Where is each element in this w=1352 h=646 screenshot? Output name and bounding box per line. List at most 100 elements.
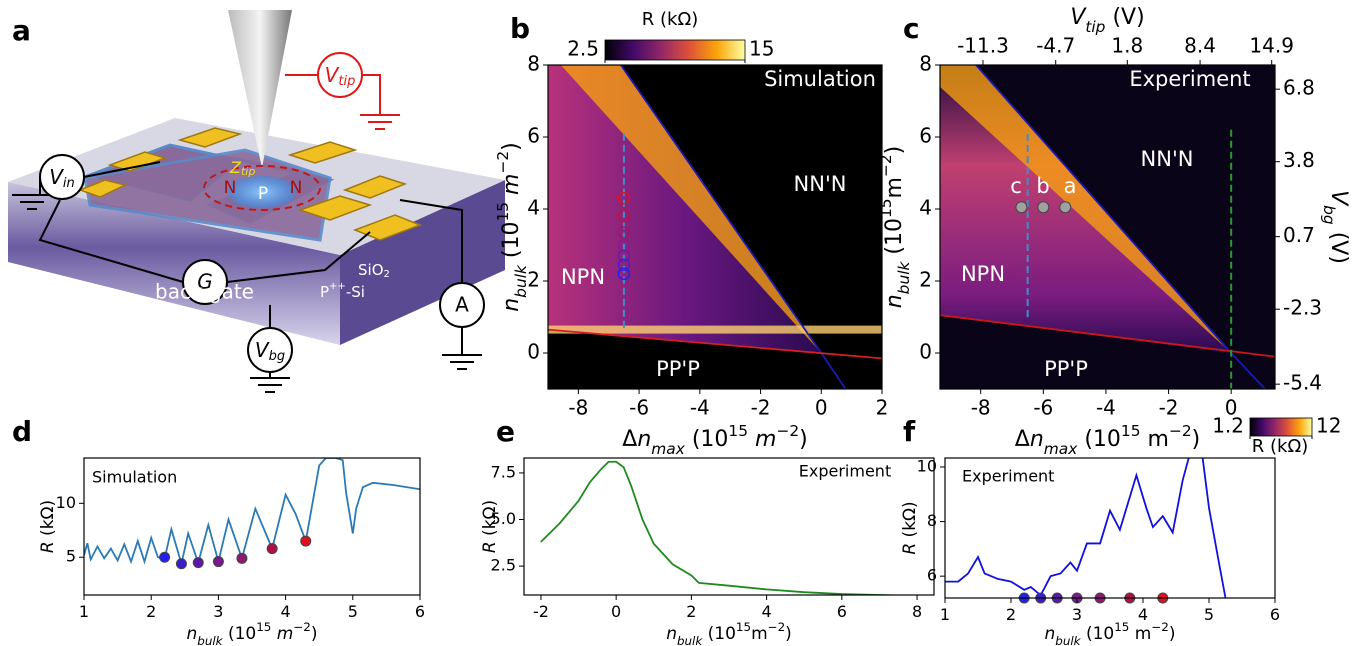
data-point: [1038, 202, 1049, 213]
label-part: Δ: [622, 427, 637, 452]
x-tick-label: 2: [1006, 605, 1016, 624]
x-tick-label: -6: [629, 396, 649, 420]
data-point: [237, 553, 247, 563]
x-tick-label: -2: [751, 396, 771, 420]
label-part: n: [186, 624, 197, 644]
y2-axis-label: Vbg (V): [1321, 190, 1352, 264]
label-part: m: [882, 177, 907, 198]
y-axis-label: R (kΩ): [38, 500, 58, 553]
label-part: ): [799, 427, 808, 452]
x2-tick-label: 14.9: [1249, 34, 1294, 58]
x-tick-label: 6: [837, 602, 847, 621]
annotation: Experiment: [799, 462, 891, 481]
label-part: (V): [1105, 5, 1144, 30]
back-gate-label: back gate: [155, 280, 254, 304]
label-part: bulk: [895, 261, 913, 295]
label-part: 15: [736, 620, 751, 634]
annotation: Simulation: [92, 468, 177, 487]
y-tick-label: 7.5: [491, 462, 516, 481]
label-part: 15: [494, 202, 512, 222]
annotation: b: [1036, 174, 1049, 198]
label-part: −2: [1151, 620, 1169, 634]
y-tick-label: 2: [919, 268, 932, 292]
label-part: Δ: [1015, 427, 1030, 452]
label-part: R: [900, 543, 920, 555]
x-axis-label: nbulk (1015 m−2): [1044, 620, 1175, 646]
colorbar-tick-label: 1.2: [1212, 414, 1244, 438]
x-tick-label: 2: [146, 602, 156, 621]
data-point: [1016, 202, 1027, 213]
data-point: [193, 558, 203, 568]
label-part: (10: [882, 218, 907, 262]
annotation: Experiment: [1129, 67, 1250, 91]
x-tick-label: 4: [281, 602, 291, 621]
y2-tick-label: -5.4: [1283, 371, 1322, 395]
x2-axis-label: Vtip (V): [1070, 5, 1144, 36]
x-tick-label: 6: [1270, 605, 1280, 624]
label-part: bulk: [512, 264, 530, 298]
y-tick-label: 8: [919, 52, 932, 76]
label-part: R: [480, 541, 500, 553]
label-part: ): [311, 624, 318, 644]
x-tick-label: 0: [815, 396, 828, 420]
label-part: bulk: [1055, 634, 1081, 646]
panel-label: e: [496, 415, 515, 448]
y-axis-label: R (kΩ): [900, 501, 920, 554]
x2-tick-label: -11.3: [957, 34, 1009, 58]
label-part: −2: [768, 620, 786, 634]
label-part: ): [499, 142, 524, 151]
y-tick-label: 6: [927, 566, 937, 585]
annotation: NPN: [961, 262, 1005, 286]
y-tick-label: 8: [527, 52, 540, 76]
label-part: (kΩ): [900, 501, 920, 543]
label-part: (10: [223, 624, 257, 644]
heatmap-floor: [548, 326, 882, 334]
label-part: −2: [494, 151, 512, 174]
data-line: [541, 462, 947, 597]
label-part: bulk: [677, 634, 703, 646]
x-tick-label: 0: [611, 602, 621, 621]
data-point: [1060, 202, 1071, 213]
plot-area: [548, 65, 882, 389]
x-tick-label: -6: [1033, 396, 1053, 420]
y-tick-label: 2.5: [491, 556, 516, 575]
n-label: N: [224, 178, 237, 198]
x2-tick-label: 1.8: [1111, 34, 1143, 58]
colorbar: [605, 40, 745, 60]
x-tick-label: -2: [1159, 396, 1179, 420]
label-part: m: [1129, 624, 1151, 644]
label-part: 15: [728, 422, 748, 440]
y-tick-label: 4: [527, 196, 540, 220]
x-tick-label: -8: [568, 396, 588, 420]
label-part: ): [1192, 427, 1201, 452]
label-part: m: [1141, 427, 1169, 452]
colorbar: [1250, 418, 1312, 436]
x-tick-label: -8: [971, 396, 991, 420]
label-part: 15: [1114, 620, 1129, 634]
x-axis-label: Δnmax (1015 m−2): [1015, 422, 1200, 458]
label-part: 15: [877, 198, 895, 218]
label-part: (10: [1081, 624, 1115, 644]
plot-area: [916, 65, 1275, 389]
label-part: ): [1169, 624, 1176, 644]
y-tick-label: 0: [919, 340, 932, 364]
p-label: P: [258, 184, 268, 204]
x-tick-label: -4: [690, 396, 710, 420]
label-part: tip: [1085, 18, 1105, 36]
annotation: PP'P: [1044, 357, 1088, 381]
label-part: bg: [1321, 205, 1339, 225]
device-schematic: a Vin Vtip Ztip P N N G A back gate SiO2…: [8, 10, 505, 392]
annotation: c: [1010, 174, 1022, 198]
y2-tick-label: 0.7: [1283, 223, 1315, 247]
annotation: a: [1064, 174, 1077, 198]
label-part: ): [785, 624, 792, 644]
label-part: 15: [256, 620, 271, 634]
x-tick-label: 4: [1138, 605, 1148, 624]
y-tick-label: 10: [917, 457, 937, 476]
x-tick-label: 6: [415, 602, 425, 621]
y-tick-label: 6: [919, 124, 932, 148]
label-part: (10: [1077, 427, 1121, 452]
label-part: n: [882, 294, 907, 308]
x-tick-label: 2: [686, 602, 696, 621]
